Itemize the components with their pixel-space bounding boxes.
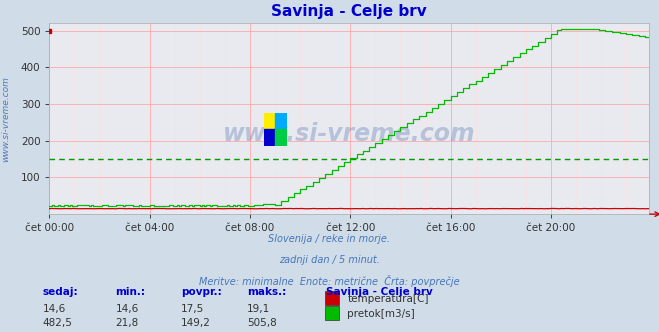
Text: sedaj:: sedaj: — [43, 287, 78, 297]
Text: pretok[m3/s]: pretok[m3/s] — [347, 309, 415, 319]
Text: 14,6: 14,6 — [115, 304, 138, 314]
Bar — [275, 129, 287, 146]
Text: 21,8: 21,8 — [115, 318, 138, 328]
Text: maks.:: maks.: — [247, 287, 287, 297]
Title: Savinja - Celje brv: Savinja - Celje brv — [272, 4, 427, 19]
Bar — [275, 113, 287, 129]
Text: povpr.:: povpr.: — [181, 287, 222, 297]
Bar — [264, 129, 275, 146]
Text: Slovenija / reke in morje.: Slovenija / reke in morje. — [268, 234, 391, 244]
Text: www.si-vreme.com: www.si-vreme.com — [223, 122, 476, 146]
Text: 482,5: 482,5 — [43, 318, 72, 328]
Text: 149,2: 149,2 — [181, 318, 211, 328]
Bar — [264, 113, 275, 129]
Text: Savinja - Celje brv: Savinja - Celje brv — [326, 287, 433, 297]
Text: 19,1: 19,1 — [247, 304, 270, 314]
Text: 14,6: 14,6 — [43, 304, 66, 314]
Text: zadnji dan / 5 minut.: zadnji dan / 5 minut. — [279, 255, 380, 265]
Text: Meritve: minimalne  Enote: metrične  Črta: povprečje: Meritve: minimalne Enote: metrične Črta:… — [199, 275, 460, 287]
Text: temperatura[C]: temperatura[C] — [347, 294, 429, 304]
Text: 505,8: 505,8 — [247, 318, 277, 328]
Text: 17,5: 17,5 — [181, 304, 204, 314]
Text: min.:: min.: — [115, 287, 146, 297]
Text: www.si-vreme.com: www.si-vreme.com — [1, 77, 10, 162]
